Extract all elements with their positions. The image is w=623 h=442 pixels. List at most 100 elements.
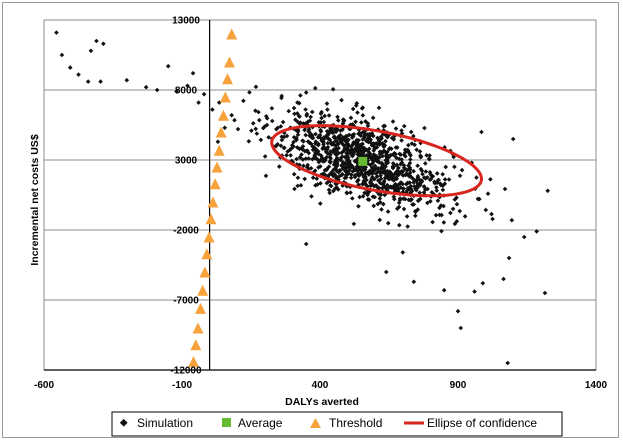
simulation-point <box>310 156 315 162</box>
simulation-point <box>319 172 324 178</box>
simulation-point <box>310 175 316 181</box>
simulation-point <box>332 129 338 134</box>
simulation-point <box>407 180 413 186</box>
simulation-point <box>404 167 410 173</box>
simulation-point <box>328 155 333 161</box>
simulation-point <box>291 171 297 177</box>
simulation-point <box>374 145 380 150</box>
simulation-point <box>415 173 421 179</box>
x-tick-label: -600 <box>34 380 54 391</box>
simulation-point <box>341 118 347 123</box>
simulation-point <box>427 170 433 175</box>
simulation-point <box>362 166 367 171</box>
x-tick-label: 400 <box>312 380 329 391</box>
threshold-point <box>211 161 223 173</box>
simulation-point <box>365 123 371 129</box>
simulation-point <box>279 137 285 143</box>
simulation-point <box>294 156 299 162</box>
simulation-point <box>399 157 405 162</box>
y-tick-label: 3000 <box>175 156 198 167</box>
simulation-point <box>320 145 326 151</box>
simulation-point <box>440 171 445 177</box>
simulation-point <box>505 360 510 366</box>
simulation-point <box>318 120 323 125</box>
simulation-point <box>420 171 425 177</box>
simulation-point <box>344 162 350 167</box>
simulation-point <box>324 154 329 160</box>
simulation-point <box>400 173 406 178</box>
simulation-point <box>331 140 336 146</box>
simulation-point <box>309 109 315 115</box>
simulation-point <box>341 147 347 153</box>
average-point <box>358 156 368 166</box>
chart-frame <box>2 2 619 438</box>
simulation-point <box>325 131 331 136</box>
simulation-point <box>318 111 324 116</box>
tick-labels: 13000 8000 3000 -2000 -7000 -12000 -600 -100 400… <box>34 16 608 392</box>
simulation-point <box>88 48 94 54</box>
simulation-point <box>307 133 312 138</box>
simulation-point <box>311 145 317 150</box>
simulation-point <box>328 183 334 189</box>
simulation-point <box>402 196 408 202</box>
simulation-point <box>354 164 360 169</box>
simulation-point <box>324 180 330 186</box>
simulation-point <box>414 147 419 152</box>
simulation-point <box>412 209 418 214</box>
simulation-point <box>355 149 361 154</box>
simulation-point <box>300 157 306 162</box>
x-tick-label: 900 <box>450 380 467 391</box>
simulation-point <box>358 170 364 176</box>
simulation-point <box>321 140 326 145</box>
threshold-point <box>215 126 227 138</box>
simulation-point <box>305 139 311 144</box>
simulation-point <box>380 153 385 159</box>
simulation-point <box>364 177 369 183</box>
simulation-point <box>436 177 441 183</box>
simulation-point <box>101 41 106 47</box>
simulation-point <box>360 150 366 156</box>
simulation-point <box>281 145 287 151</box>
simulation-point <box>297 114 302 119</box>
simulation-point <box>292 111 297 117</box>
simulation-point <box>407 167 413 172</box>
simulation-point <box>371 152 377 157</box>
simulation-point <box>394 176 400 182</box>
simulation-point <box>250 121 256 126</box>
simulation-point <box>295 175 301 181</box>
simulation-point <box>425 186 430 192</box>
simulation-point <box>375 201 381 207</box>
simulation-point <box>350 122 355 127</box>
simulation-point <box>355 152 361 157</box>
simulation-point <box>501 276 506 282</box>
simulation-point <box>375 136 381 141</box>
simulation-point <box>377 155 382 160</box>
simulation-point <box>442 145 447 150</box>
simulation-point <box>319 115 324 121</box>
simulation-points <box>54 30 550 366</box>
simulation-point <box>318 180 323 186</box>
simulation-point <box>247 90 252 95</box>
simulation-point <box>483 207 489 213</box>
simulation-point <box>400 189 405 195</box>
simulation-point <box>307 140 312 145</box>
simulation-point <box>357 142 363 148</box>
simulation-point <box>365 132 370 137</box>
simulation-point <box>371 141 376 146</box>
simulation-point <box>506 255 512 261</box>
simulation-point <box>304 164 310 170</box>
simulation-point <box>381 167 387 173</box>
simulation-point <box>294 135 299 141</box>
simulation-point <box>418 179 424 185</box>
simulation-point <box>439 228 444 234</box>
simulation-point <box>313 139 319 144</box>
simulation-point <box>316 141 321 147</box>
simulation-point <box>368 180 373 186</box>
simulation-point <box>407 170 413 176</box>
legend-simulation-marker <box>119 418 128 427</box>
simulation-point <box>291 139 296 145</box>
simulation-point <box>349 144 354 149</box>
simulation-point <box>434 171 440 176</box>
simulation-point <box>215 139 221 145</box>
simulation-point <box>378 169 384 175</box>
